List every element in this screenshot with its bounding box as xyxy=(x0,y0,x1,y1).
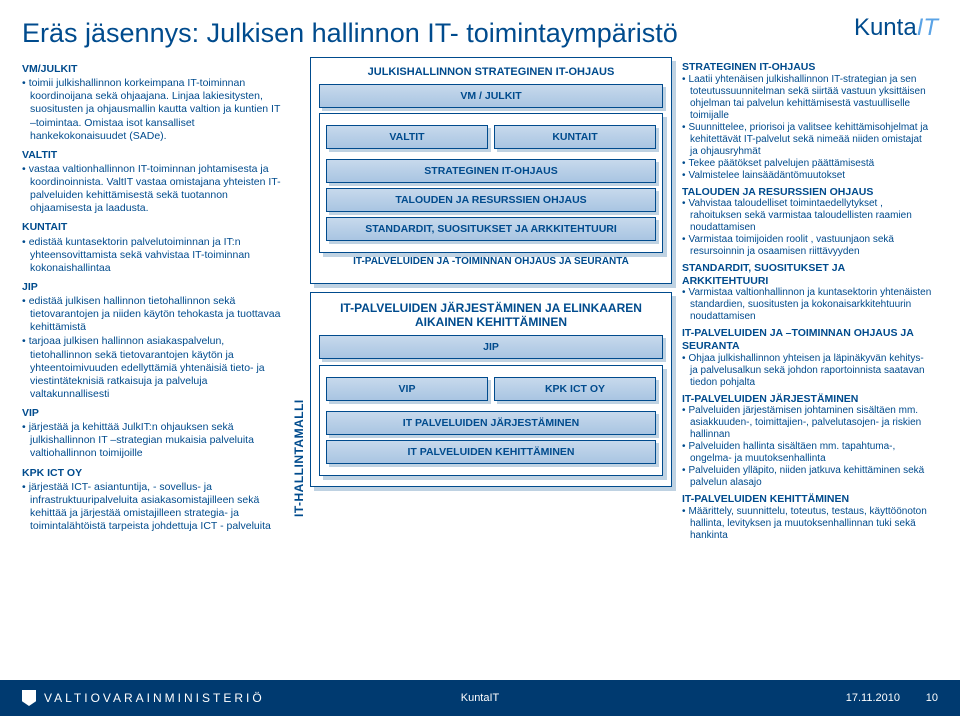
left-p-0-0: toimii julkishallinnon korkeimpana IT-to… xyxy=(22,77,282,143)
middle-column: IT-HALLINTAMALLI JULKISHALLINNON STRATEG… xyxy=(292,57,672,542)
left-p-2-0: edistää kuntasektorin palvelutoiminnan j… xyxy=(22,236,282,275)
right-column: STRATEGINEN IT-OHJAUS Laatii yhtenäisen … xyxy=(682,57,932,542)
kunta-it-logo: KuntaIT xyxy=(854,14,938,42)
seuranta-text: IT-PALVELUIDEN JA -TOIMINNAN OHJAUS JA S… xyxy=(319,256,663,267)
ministry-name: VALTIOVARAINMINISTERIÖ xyxy=(44,691,265,705)
footer-page: 10 xyxy=(926,692,938,704)
standardit-box: STANDARDIT, SUOSITUKSET JA ARKKITEHTUURI xyxy=(326,217,656,241)
r-4-0: Palveluiden järjestämisen johtaminen sis… xyxy=(682,405,932,441)
r-head-0: STRATEGINEN IT-OHJAUS xyxy=(682,61,932,74)
vm-julkit-box: VM / JULKIT xyxy=(319,84,663,108)
kehittaminen-box: IT PALVELUIDEN KEHITTÄMINEN xyxy=(326,440,656,464)
kuntait-box: KUNTAIT xyxy=(494,125,656,149)
ministry-logo: VALTIOVARAINMINISTERIÖ xyxy=(22,690,265,706)
left-p-3-1: tarjoaa julkisen hallinnon asiakaspalvel… xyxy=(22,335,282,401)
r-4-1: Palveluiden hallinta sisältäen mm. tapah… xyxy=(682,441,932,465)
footer-bar: VALTIOVARAINMINISTERIÖ KuntaIT 17.11.201… xyxy=(0,680,960,716)
r-4-2: Palveluiden ylläpito, niiden jatkuva keh… xyxy=(682,465,932,489)
vertical-label: IT-HALLINTAMALLI xyxy=(292,399,306,517)
r-2-0: Varmistaa valtionhallinnon ja kuntasekto… xyxy=(682,287,932,323)
strategic-outer-box: JULKISHALLINNON STRATEGINEN IT-OHJAUS VM… xyxy=(310,57,672,284)
coat-of-arms-icon xyxy=(22,690,36,706)
r-0-2: Tekee päätökset palvelujen päättämisestä xyxy=(682,158,932,170)
strategic-header: JULKISHALLINNON STRATEGINEN IT-OHJAUS xyxy=(319,66,663,78)
left-head-4: VIP xyxy=(22,407,282,420)
jarjestaminen-box: IT PALVELUIDEN JÄRJESTÄMINEN xyxy=(326,411,656,435)
left-p-4-0: järjestää ja kehittää JulkIT:n ohjauksen… xyxy=(22,421,282,460)
jarjest-outer-box: IT-PALVELUIDEN JÄRJESTÄMINEN JA ELINKAAR… xyxy=(310,292,672,487)
left-p-1-0: vastaa valtionhallinnon IT-toiminnan joh… xyxy=(22,163,282,216)
logo-suffix: IT xyxy=(917,14,938,41)
logo-main: Kunta xyxy=(854,14,917,41)
left-p-5-0: järjestää ICT- asiantuntija, - sovellus-… xyxy=(22,481,282,534)
kpk-box: KPK ICT OY xyxy=(494,377,656,401)
r-0-0: Laatii yhtenäisen julkishallinnon IT-str… xyxy=(682,74,932,122)
left-head-2: KUNTAIT xyxy=(22,221,282,234)
r-0-3: Valmistelee lainsäädäntömuutokset xyxy=(682,170,932,182)
jip-box: JIP xyxy=(319,335,663,359)
footer-date: 17.11.2010 xyxy=(846,692,900,704)
footer-center: KuntaIT xyxy=(461,692,500,704)
left-head-5: KPK ICT OY xyxy=(22,467,282,480)
r-0-1: Suunnittelee, priorisoi ja valitsee kehi… xyxy=(682,122,932,158)
r-head-3: IT-PALVELUIDEN JA –TOIMINNAN OHJAUS JA S… xyxy=(682,327,932,352)
left-head-1: VALTIT xyxy=(22,149,282,162)
r-head-4: IT-PALVELUIDEN JÄRJESTÄMINEN xyxy=(682,393,932,406)
r-1-0: Vahvistaa taloudelliset toimintaedellyty… xyxy=(682,198,932,234)
r-5-0: Määrittely, suunnittelu, toteutus, testa… xyxy=(682,506,932,542)
r-3-0: Ohjaa julkishallinnon yhteisen ja läpinä… xyxy=(682,353,932,389)
strategic-inset: VALTIT KUNTAIT STRATEGINEN IT-OHJAUS TAL… xyxy=(319,113,663,253)
jarjest-inset: VIP KPK ICT OY IT PALVELUIDEN JÄRJESTÄMI… xyxy=(319,365,663,476)
left-head-0: VM/JULKIT xyxy=(22,63,282,76)
r-head-2: STANDARDIT, SUOSITUKSET JA ARKKITEHTUURI xyxy=(682,262,932,287)
left-column: VM/JULKIT toimii julkishallinnon korkeim… xyxy=(22,57,282,542)
r-1-1: Varmistaa toimijoiden roolit , vastuunja… xyxy=(682,234,932,258)
jarjest-header: IT-PALVELUIDEN JÄRJESTÄMINEN JA ELINKAAR… xyxy=(319,301,663,329)
vip-box: VIP xyxy=(326,377,488,401)
r-head-1: TALOUDEN JA RESURSSIEN OHJAUS xyxy=(682,186,932,199)
slide-title: Eräs jäsennys: Julkisen hallinnon IT- to… xyxy=(22,18,938,49)
left-head-3: JIP xyxy=(22,281,282,294)
left-p-3-0: edistää julkisen hallinnon tietohallinno… xyxy=(22,295,282,334)
r-head-5: IT-PALVELUIDEN KEHITTÄMINEN xyxy=(682,493,932,506)
talouden-box: TALOUDEN JA RESURSSIEN OHJAUS xyxy=(326,188,656,212)
valtit-box: VALTIT xyxy=(326,125,488,149)
strateginen-box: STRATEGINEN IT-OHJAUS xyxy=(326,159,656,183)
